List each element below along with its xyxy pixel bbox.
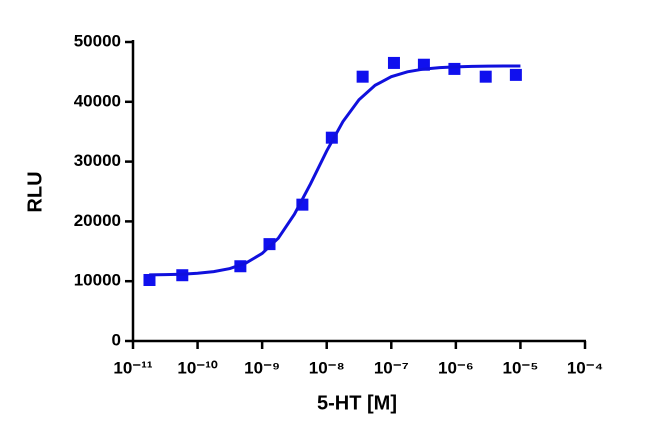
y-tick-label: 40000 — [74, 91, 121, 110]
x-tick-label: 10⁻⁵ — [502, 358, 538, 377]
data-point — [143, 274, 156, 287]
x-tick-label: 10⁻⁷ — [374, 358, 409, 377]
y-axis-title: RLU — [24, 171, 46, 212]
data-point — [479, 70, 492, 83]
x-tick-label: 10⁻¹⁰ — [177, 358, 218, 377]
y-tick-label: 30000 — [74, 151, 121, 170]
x-tick-label: 10⁻⁶ — [438, 358, 474, 377]
y-tick-label: 0 — [112, 330, 121, 349]
data-point — [387, 56, 400, 69]
data-point — [356, 70, 369, 83]
y-tick-label: 10000 — [74, 271, 121, 290]
x-tick-label: 10⁻¹¹ — [113, 358, 153, 377]
data-point — [509, 68, 522, 81]
fit-curve — [149, 64, 521, 277]
x-axis-title: 5-HT [M] — [317, 392, 397, 414]
data-point — [448, 62, 461, 75]
x-tick-label: 10⁻⁴ — [567, 358, 603, 377]
y-tick-label: 20000 — [74, 211, 121, 230]
data-point — [263, 238, 276, 251]
y-tick-label: 50000 — [74, 31, 121, 50]
x-tick-label: 10⁻⁸ — [309, 358, 345, 377]
x-tick-label: 10⁻⁹ — [244, 358, 280, 377]
